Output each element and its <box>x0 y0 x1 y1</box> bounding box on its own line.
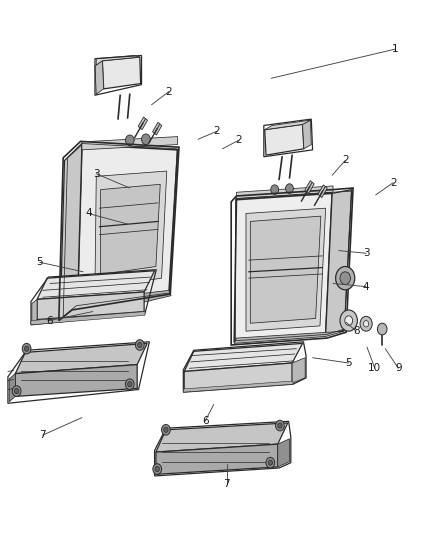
Polygon shape <box>303 120 311 149</box>
Polygon shape <box>325 190 352 335</box>
Polygon shape <box>102 57 141 89</box>
Text: 8: 8 <box>353 326 360 336</box>
Text: 2: 2 <box>213 126 220 136</box>
Polygon shape <box>9 374 15 402</box>
Polygon shape <box>60 144 82 319</box>
Polygon shape <box>101 184 160 274</box>
Text: 3: 3 <box>93 169 99 179</box>
Text: 5: 5 <box>36 257 43 267</box>
Text: 4: 4 <box>363 281 369 292</box>
Circle shape <box>378 323 387 335</box>
Polygon shape <box>234 193 332 342</box>
Polygon shape <box>37 271 155 300</box>
Polygon shape <box>31 312 145 325</box>
Text: 6: 6 <box>202 416 208 426</box>
Polygon shape <box>305 181 314 193</box>
Polygon shape <box>15 365 137 397</box>
Polygon shape <box>138 117 148 130</box>
Polygon shape <box>278 439 290 467</box>
Text: 2: 2 <box>342 156 349 165</box>
Text: 9: 9 <box>395 364 402 373</box>
Circle shape <box>278 423 282 428</box>
Polygon shape <box>292 358 305 383</box>
Polygon shape <box>15 343 147 374</box>
Polygon shape <box>95 171 167 288</box>
Circle shape <box>141 134 150 144</box>
Circle shape <box>155 466 159 472</box>
Polygon shape <box>95 61 104 94</box>
Circle shape <box>286 184 293 193</box>
Text: 1: 1 <box>392 44 399 54</box>
Polygon shape <box>265 120 311 130</box>
Text: 10: 10 <box>368 364 381 373</box>
Polygon shape <box>184 343 303 372</box>
Circle shape <box>340 272 350 285</box>
Text: 7: 7 <box>223 479 230 489</box>
Text: 2: 2 <box>166 86 172 96</box>
Circle shape <box>164 427 168 432</box>
Polygon shape <box>251 216 321 323</box>
Polygon shape <box>265 124 304 155</box>
Circle shape <box>364 320 369 327</box>
Polygon shape <box>156 423 288 452</box>
Circle shape <box>125 379 134 390</box>
Polygon shape <box>234 331 344 343</box>
Polygon shape <box>37 292 144 319</box>
Polygon shape <box>60 290 171 322</box>
Polygon shape <box>246 208 325 331</box>
Text: 5: 5 <box>346 358 352 368</box>
Polygon shape <box>32 300 37 324</box>
Circle shape <box>336 266 355 290</box>
Polygon shape <box>318 185 327 198</box>
Polygon shape <box>184 363 292 391</box>
Text: 6: 6 <box>46 316 53 326</box>
Circle shape <box>12 386 21 397</box>
Circle shape <box>127 382 132 387</box>
Polygon shape <box>184 381 293 392</box>
Circle shape <box>162 424 170 435</box>
Polygon shape <box>82 136 178 150</box>
Circle shape <box>360 317 372 331</box>
Circle shape <box>266 457 275 468</box>
Polygon shape <box>78 144 178 304</box>
Circle shape <box>345 316 353 325</box>
Circle shape <box>276 420 284 431</box>
Circle shape <box>14 389 19 394</box>
Circle shape <box>153 464 162 474</box>
Circle shape <box>271 185 279 195</box>
Circle shape <box>22 343 31 354</box>
Text: 7: 7 <box>39 430 46 440</box>
Polygon shape <box>96 55 140 65</box>
Text: 4: 4 <box>85 208 92 219</box>
Circle shape <box>138 342 142 348</box>
Polygon shape <box>152 122 162 135</box>
Circle shape <box>340 310 357 331</box>
Text: 2: 2 <box>235 135 242 146</box>
Text: 2: 2 <box>390 177 396 188</box>
Polygon shape <box>237 186 333 199</box>
Circle shape <box>25 346 29 351</box>
Circle shape <box>268 460 272 465</box>
Circle shape <box>135 340 144 350</box>
Text: 3: 3 <box>363 248 369 259</box>
Circle shape <box>125 135 134 146</box>
Polygon shape <box>156 444 278 474</box>
